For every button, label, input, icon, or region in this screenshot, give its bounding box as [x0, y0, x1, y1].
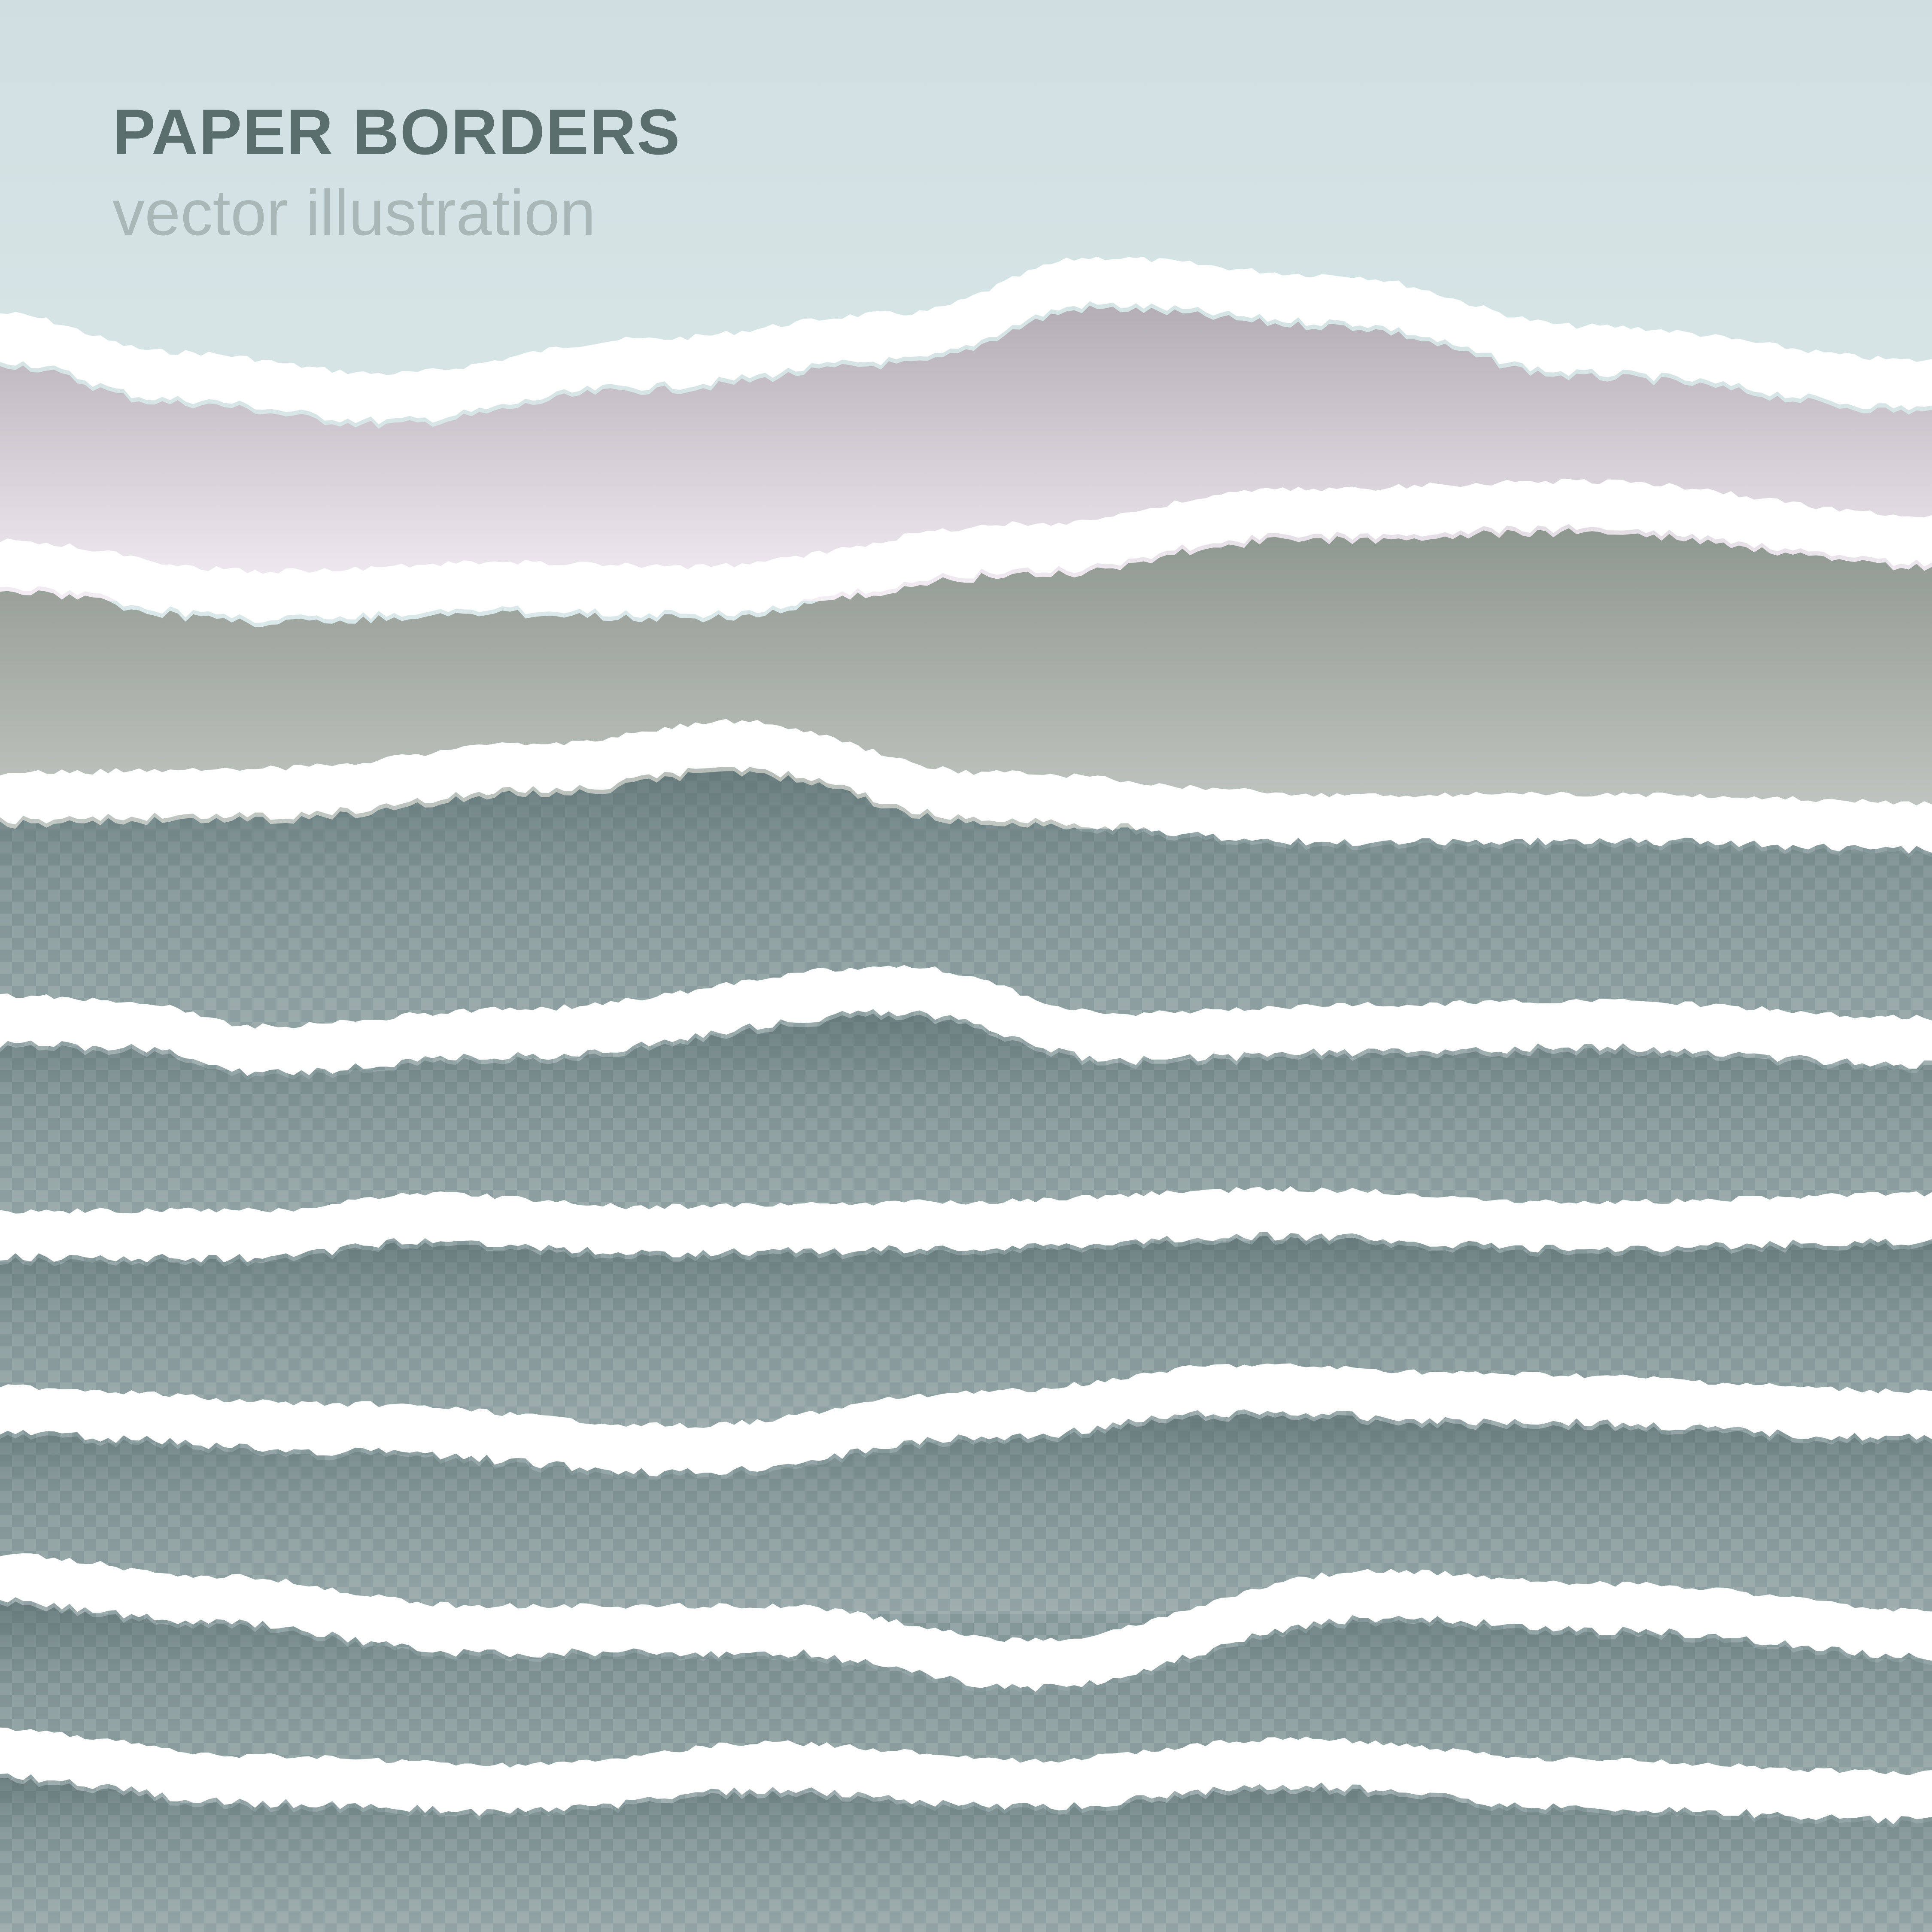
- page-title: PAPER BORDERS: [112, 96, 681, 168]
- torn-white-edge: [0, 479, 1932, 623]
- page-subtitle: vector illustration: [112, 176, 596, 249]
- transparent-paper-strip-6: [0, 1727, 1932, 1932]
- torn-white-edge: [0, 1727, 1932, 1825]
- transparent-paper-strip-1: [0, 719, 1932, 1065]
- torn-white-edge: [0, 256, 1932, 425]
- torn-white-edge: [0, 1553, 1932, 1692]
- strip-shadow: [0, 1013, 1932, 1241]
- torn-white-edge: [0, 965, 1932, 1076]
- strip-shadow: [0, 771, 1932, 1065]
- torn-white-edge: [0, 1186, 1932, 1263]
- transparent-paper-strip-2: [0, 965, 1932, 1241]
- strip-shadow: [0, 1774, 1932, 1932]
- torn-white-edge: [0, 719, 1932, 854]
- transparent-paper-strip-4: [0, 1363, 1932, 1614]
- torn-white-edge: [0, 1363, 1932, 1476]
- strip-shadow: [0, 1413, 1932, 1614]
